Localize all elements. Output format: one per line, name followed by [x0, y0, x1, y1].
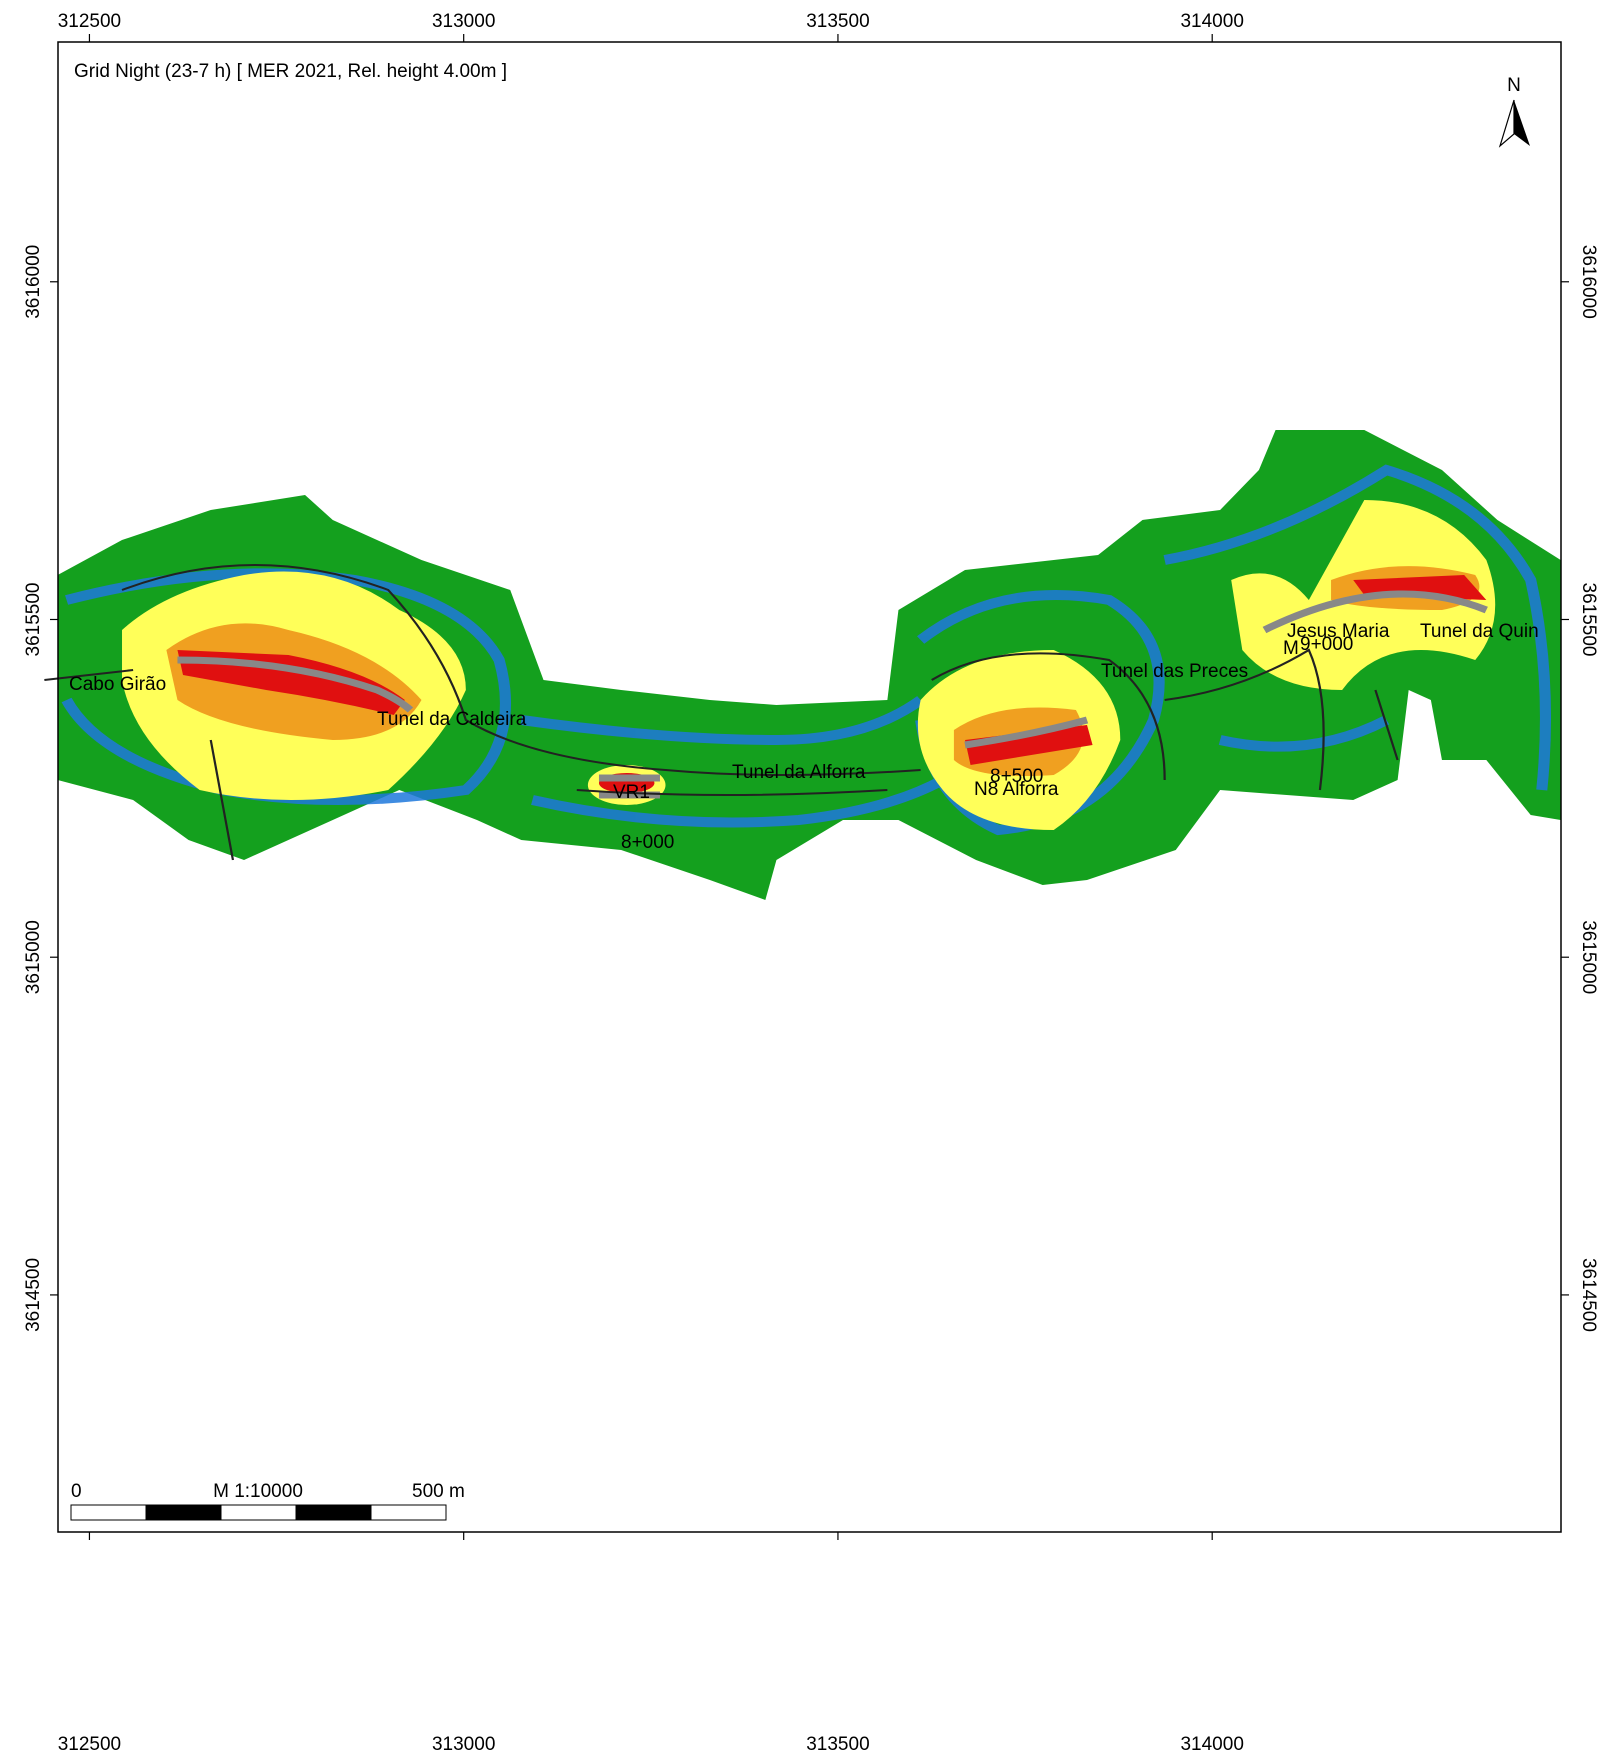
- x-tick-label-top: 314000: [1180, 11, 1243, 32]
- x-tick-label-top: 313000: [432, 11, 495, 32]
- place-label: Tunel da Caldeira: [377, 709, 527, 730]
- x-tick-label-bottom: 313000: [432, 1734, 495, 1755]
- place-label: Tunel das Preces: [1101, 661, 1248, 682]
- noise-zone-green: [57, 430, 1561, 900]
- place-label: 8+500: [990, 766, 1043, 787]
- y-tick-label-right: 3615500: [1578, 583, 1599, 657]
- north-arrow-left: [1498, 99, 1515, 148]
- scale-bar: 0 M 1:10000 500 m: [70, 1481, 465, 1521]
- north-label: N: [1507, 75, 1521, 96]
- north-arrow-right: [1514, 100, 1530, 146]
- x-tick-label-top: 313500: [806, 11, 869, 32]
- map-title: Grid Night (23-7 h) [ MER 2021, Rel. hei…: [74, 61, 507, 82]
- scale-end: 500 m: [412, 1481, 465, 1502]
- place-label: M: [1283, 638, 1299, 659]
- place-label: Tunel da Alforra: [732, 762, 866, 783]
- scale-segment: [370, 1504, 447, 1521]
- place-label: 8+000: [621, 832, 674, 853]
- y-tick-label-left: 3615500: [23, 583, 44, 657]
- place-label: VR1: [613, 782, 650, 803]
- place-label: N8 Alforra: [974, 779, 1059, 800]
- y-tick-label-left: 3616000: [23, 245, 44, 319]
- scale-start: 0: [71, 1481, 82, 1502]
- scale-segment: [295, 1504, 372, 1521]
- scale-segment: [70, 1504, 147, 1521]
- road: [177, 590, 1488, 799]
- y-tick-label-right: 3615000: [1578, 920, 1599, 994]
- x-tick-label-bottom: 312500: [58, 1734, 121, 1755]
- place-label: Cabo Girão: [69, 674, 166, 695]
- place-label: Tunel da Quin: [1420, 621, 1539, 642]
- noise-grid: [44, 430, 1561, 900]
- road-network: [44, 564, 1399, 861]
- north-arrow: N: [1498, 75, 1530, 148]
- y-tick-label-left: 3614500: [23, 1258, 44, 1332]
- place-label: 9+000: [1300, 634, 1353, 655]
- x-tick-label-bottom: 313500: [806, 1734, 869, 1755]
- scale-segment: [145, 1504, 222, 1521]
- place-label: Jesus Maria: [1287, 621, 1390, 642]
- y-tick-label-left: 3615000: [23, 920, 44, 994]
- y-tick-label-right: 3614500: [1578, 1258, 1599, 1332]
- x-tick-label-top: 312500: [58, 11, 121, 32]
- scale-ratio: M 1:10000: [213, 1481, 303, 1502]
- x-tick-label-bottom: 314000: [1180, 1734, 1243, 1755]
- y-tick-label-right: 3616000: [1578, 245, 1599, 319]
- map-frame: [57, 41, 1562, 1533]
- scale-segment: [220, 1504, 297, 1521]
